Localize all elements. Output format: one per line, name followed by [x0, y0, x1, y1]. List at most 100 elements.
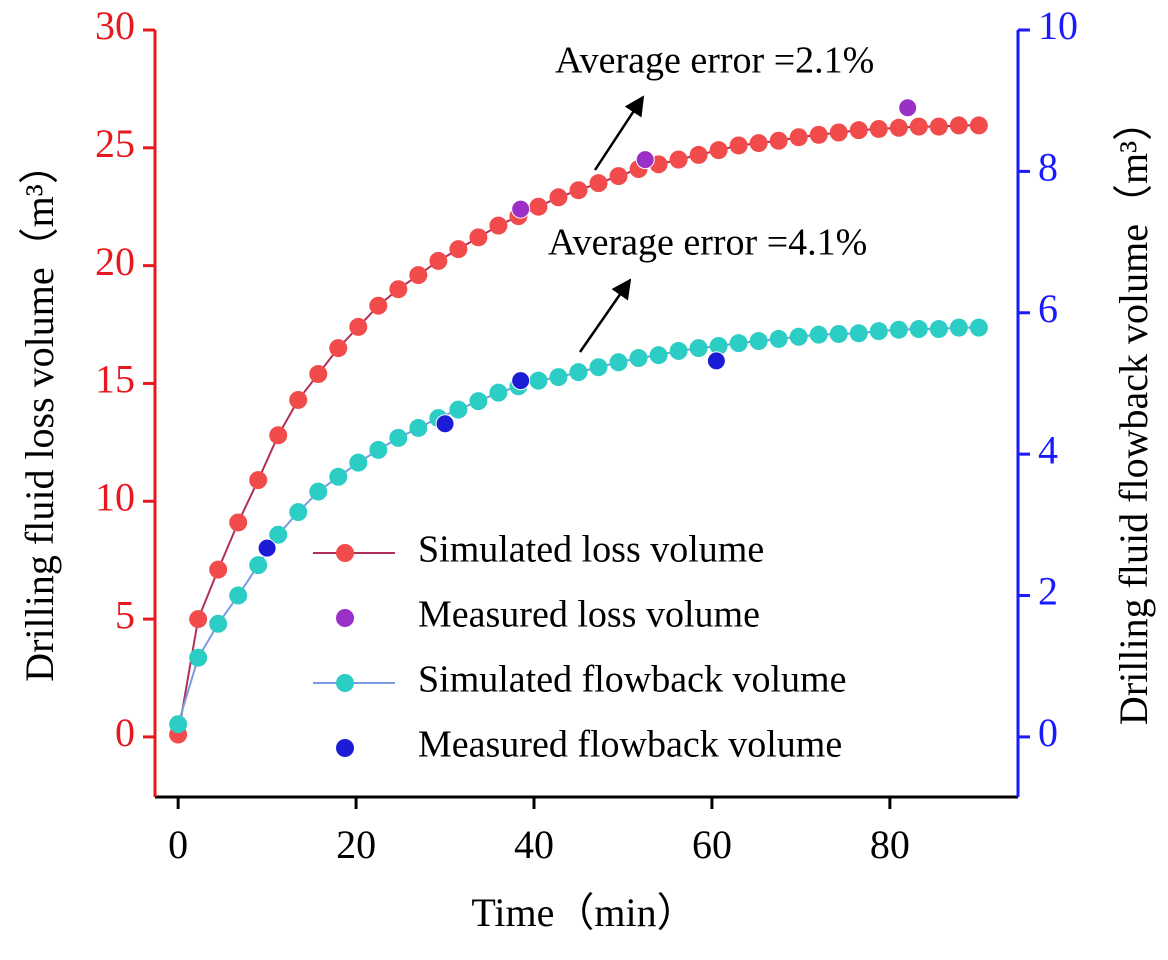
data-point	[449, 400, 468, 419]
y-tick-label: 0	[115, 710, 135, 755]
y2-tick-label: 2	[1038, 569, 1058, 614]
data-point	[369, 440, 388, 459]
data-point	[609, 353, 628, 372]
data-point	[269, 426, 288, 445]
data-point	[929, 117, 948, 136]
data-point	[809, 125, 828, 144]
data-point	[309, 365, 328, 384]
data-point	[409, 266, 428, 285]
data-point	[389, 428, 408, 447]
legend-label: Simulated loss volume	[418, 529, 764, 571]
data-point	[949, 116, 968, 135]
y2-tick-label: 0	[1038, 710, 1058, 755]
data-point	[511, 371, 531, 391]
data-point	[869, 119, 888, 138]
x-tick-label: 40	[514, 822, 554, 867]
legend-marker	[336, 544, 354, 562]
data-point	[369, 296, 388, 315]
data-point	[289, 390, 308, 409]
data-point	[909, 320, 928, 339]
data-point	[749, 134, 768, 153]
data-point	[749, 332, 768, 351]
x-axis-title: Time（min）	[471, 890, 696, 935]
data-point	[329, 467, 348, 486]
data-point	[249, 556, 268, 575]
data-point	[849, 121, 868, 140]
data-point	[898, 98, 918, 118]
data-point	[789, 128, 808, 147]
y-tick-label: 5	[115, 592, 135, 637]
data-point	[849, 324, 868, 343]
y-tick-label: 15	[95, 357, 135, 402]
data-point	[435, 414, 455, 434]
data-point	[689, 339, 708, 358]
data-point	[769, 329, 788, 348]
data-point	[709, 141, 728, 160]
data-point	[469, 392, 488, 411]
data-point	[257, 538, 277, 558]
y2-tick-label: 8	[1038, 145, 1058, 190]
data-point	[635, 150, 655, 170]
data-point	[429, 251, 448, 270]
data-point	[209, 560, 228, 579]
data-point	[809, 325, 828, 344]
legend-label: Simulated flowback volume	[418, 659, 846, 701]
data-point	[889, 320, 908, 339]
data-point	[709, 336, 728, 355]
x-tick-label: 80	[870, 822, 910, 867]
data-point	[969, 318, 988, 337]
y2-axis-title: Drilling fluid flowback volume（m³）	[1111, 101, 1156, 725]
data-point	[349, 453, 368, 472]
data-point	[229, 513, 248, 532]
data-point	[949, 318, 968, 337]
data-point	[769, 131, 788, 150]
data-point	[529, 371, 548, 390]
data-point	[569, 181, 588, 200]
data-point	[549, 368, 568, 387]
data-point	[829, 123, 848, 142]
data-point	[449, 240, 468, 259]
data-point	[209, 614, 228, 633]
y2-tick-label: 10	[1038, 3, 1078, 48]
data-point	[669, 341, 688, 360]
data-point	[669, 150, 688, 169]
y2-tick-label: 6	[1038, 286, 1058, 331]
data-point	[706, 351, 726, 371]
data-point	[489, 383, 508, 402]
annotation: Average error =4.1%	[548, 222, 867, 264]
data-point	[169, 715, 188, 734]
data-point	[929, 320, 948, 339]
data-point	[329, 339, 348, 358]
x-tick-label: 20	[336, 822, 376, 867]
legend-label: Measured flowback volume	[418, 724, 842, 766]
data-point	[469, 228, 488, 247]
data-point	[349, 317, 368, 336]
data-point	[689, 145, 708, 164]
annotation-arrow	[578, 278, 632, 353]
data-point	[489, 216, 508, 235]
data-point	[249, 471, 268, 490]
annotation-arrow	[593, 95, 645, 171]
legend-label: Measured loss volume	[418, 594, 760, 636]
data-point	[289, 503, 308, 522]
data-point	[889, 118, 908, 137]
data-point	[589, 358, 608, 377]
data-point	[409, 418, 428, 437]
y-tick-label: 25	[95, 121, 135, 166]
data-point	[869, 322, 888, 341]
y-tick-label: 20	[95, 239, 135, 284]
data-point	[229, 586, 248, 605]
data-point	[511, 199, 531, 219]
data-point	[609, 167, 628, 186]
y2-tick-label: 4	[1038, 427, 1058, 472]
legend-marker	[336, 609, 354, 627]
annotation: Average error =2.1%	[555, 40, 874, 82]
data-point	[309, 482, 328, 501]
data-point	[629, 349, 648, 368]
data-point	[549, 188, 568, 207]
data-point	[729, 136, 748, 155]
data-point	[189, 648, 208, 667]
legend-marker	[336, 674, 354, 692]
data-point	[789, 327, 808, 346]
